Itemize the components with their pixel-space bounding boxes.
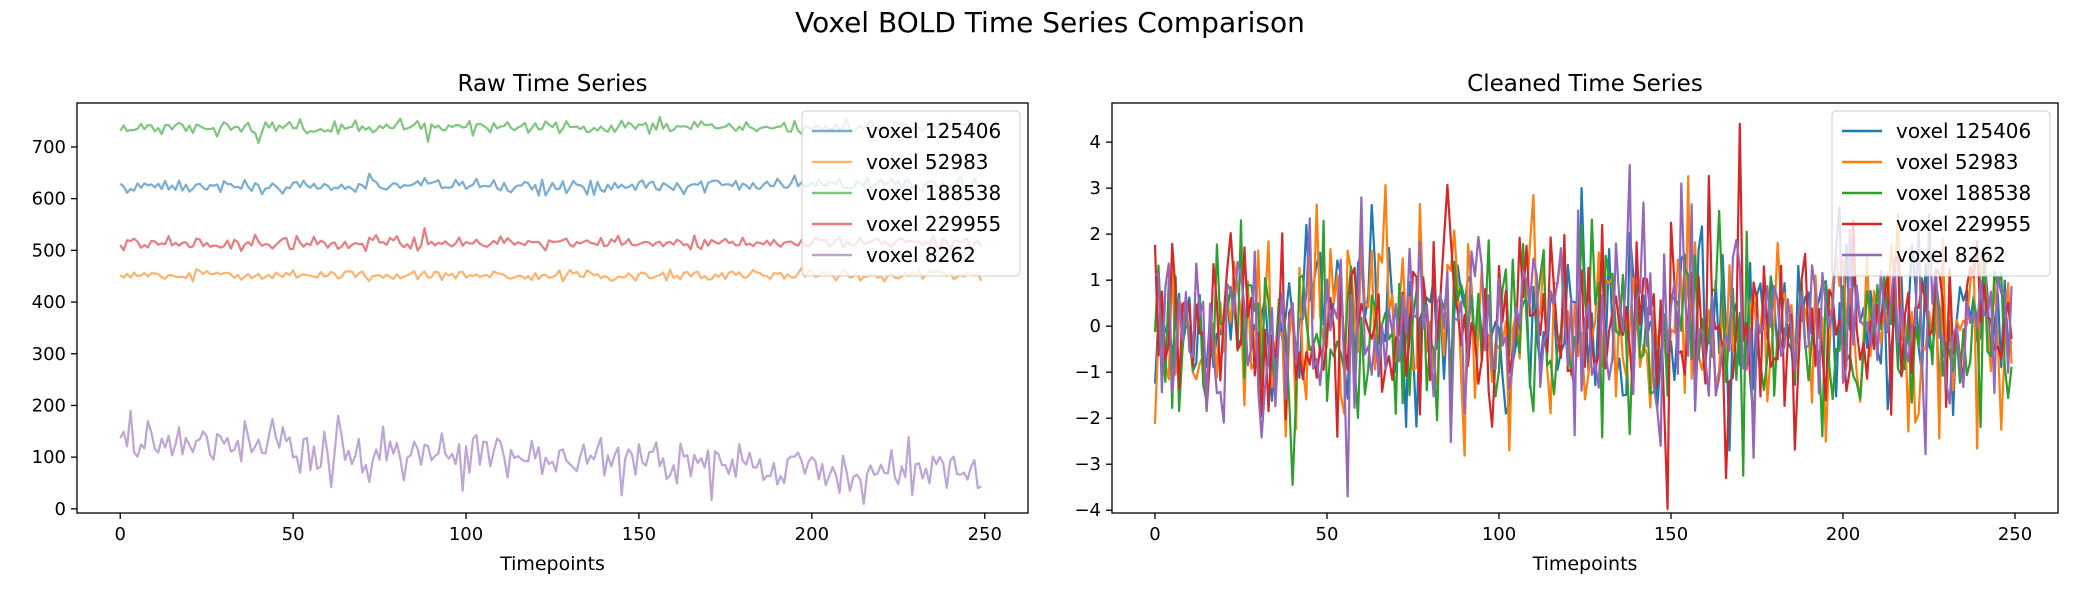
y-tick-label: 2 <box>1090 224 1101 245</box>
legend: voxel 125406 voxel 52983 voxel 188538 voxel… <box>1831 110 2051 277</box>
x-tick-label: 250 <box>1998 524 2032 545</box>
x-tick-label: 50 <box>282 524 305 545</box>
legend-label: voxel 8262 <box>866 243 976 267</box>
x-tick-label: 200 <box>795 524 829 545</box>
y-tick-label: 100 <box>32 447 66 468</box>
plot-frame <box>76 102 1029 514</box>
x-tick-label: 0 <box>1149 524 1160 545</box>
panel-title: Raw Time Series <box>457 71 647 97</box>
y-tick-label: 300 <box>32 344 66 365</box>
y-tick-label: −4 <box>1074 500 1101 521</box>
legend-label: voxel 8262 <box>1896 243 2006 267</box>
x-tick-label: 100 <box>1482 524 1516 545</box>
legend: voxel 125406 voxel 52983 voxel 188538 voxel… <box>801 110 1021 277</box>
legend-label: voxel 52983 <box>1896 150 2019 174</box>
series-line-voxel-8262 <box>1154 163 2013 498</box>
y-tick-label: 600 <box>32 189 66 210</box>
y-tick-label: 3 <box>1090 178 1101 199</box>
y-tick-label: −2 <box>1074 408 1101 429</box>
y-tick-label: 200 <box>32 395 66 416</box>
x-tick-label: 150 <box>1654 524 1688 545</box>
y-tick-label: 700 <box>32 137 66 158</box>
legend-label: voxel 125406 <box>1896 119 2031 143</box>
series-line-voxel-52983 <box>119 266 983 283</box>
legend-label: voxel 188538 <box>866 181 1001 205</box>
panel-cleaned-time-series: Cleaned Time Series 0 50 100 150 200 250 −4 −3 −2… <box>1074 71 2059 575</box>
series-line-voxel-8262 <box>119 409 982 505</box>
x-axis-label: Timepoints <box>499 553 605 575</box>
x-tick-label: 200 <box>1826 524 1860 545</box>
series-lines <box>1153 122 2013 511</box>
x-tick-label: 0 <box>115 524 126 545</box>
x-axis-label: Timepoints <box>1532 553 1638 575</box>
y-tick-label: 1 <box>1090 270 1101 291</box>
legend-box <box>801 110 1021 277</box>
y-tick-label: 4 <box>1090 132 1101 153</box>
legend-label: voxel 188538 <box>1896 181 2031 205</box>
panel-raw-time-series: Raw Time Series 0 50 100 150 200 250 0 100 200 300… <box>32 71 1029 575</box>
y-tick-label: 0 <box>1090 316 1101 337</box>
y-tick-label: −3 <box>1074 454 1101 475</box>
x-tick-label: 250 <box>968 524 1002 545</box>
y-tick-label: 0 <box>55 499 66 520</box>
figure-title: Voxel BOLD Time Series Comparison <box>795 6 1305 39</box>
legend-label: voxel 125406 <box>866 119 1001 143</box>
legend-label: voxel 229955 <box>1896 212 2031 236</box>
y-tick-label: −1 <box>1074 362 1101 383</box>
y-tick-label: 400 <box>32 292 66 313</box>
x-tick-label: 150 <box>622 524 656 545</box>
y-tick-label: 500 <box>32 240 66 261</box>
series-line-voxel-229955 <box>1153 122 2013 511</box>
legend-label: voxel 52983 <box>866 150 989 174</box>
legend-box <box>1831 110 2051 277</box>
panel-title: Cleaned Time Series <box>1467 71 1703 97</box>
plot-frame <box>1111 102 2059 514</box>
x-tick-label: 100 <box>449 524 483 545</box>
x-tick-label: 50 <box>1316 524 1339 545</box>
legend-label: voxel 229955 <box>866 212 1001 236</box>
